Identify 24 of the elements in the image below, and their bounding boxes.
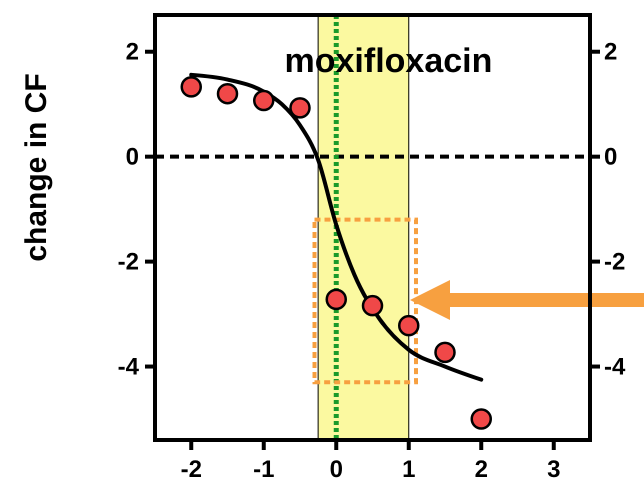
x-tick-label: 3 <box>547 456 560 483</box>
point <box>362 294 384 316</box>
y-tick-label: 2 <box>126 38 139 66</box>
y2-tick-label: 2 <box>604 38 618 66</box>
x-tick-label: 1 <box>402 456 416 483</box>
y-tick-label: 0 <box>126 144 139 171</box>
point <box>398 314 420 336</box>
point <box>434 342 456 364</box>
x-tick-label: 0 <box>330 456 343 483</box>
point <box>216 82 238 104</box>
x-tick-label: 2 <box>474 456 488 483</box>
point <box>470 408 492 430</box>
y-tick-label: -2 <box>118 248 139 276</box>
y2-tick-label: -2 <box>604 248 626 276</box>
x-tick-label: -1 <box>253 456 274 483</box>
y2-tick-label: 0 <box>604 144 618 171</box>
point <box>180 76 202 98</box>
x-tick-label: -2 <box>180 456 202 483</box>
point <box>253 90 274 112</box>
point <box>326 288 347 310</box>
y-axis-title: change in CF <box>20 73 53 262</box>
y2-tick-label: -4 <box>604 354 626 381</box>
y-tick-label: -4 <box>118 354 140 381</box>
point <box>289 97 311 119</box>
